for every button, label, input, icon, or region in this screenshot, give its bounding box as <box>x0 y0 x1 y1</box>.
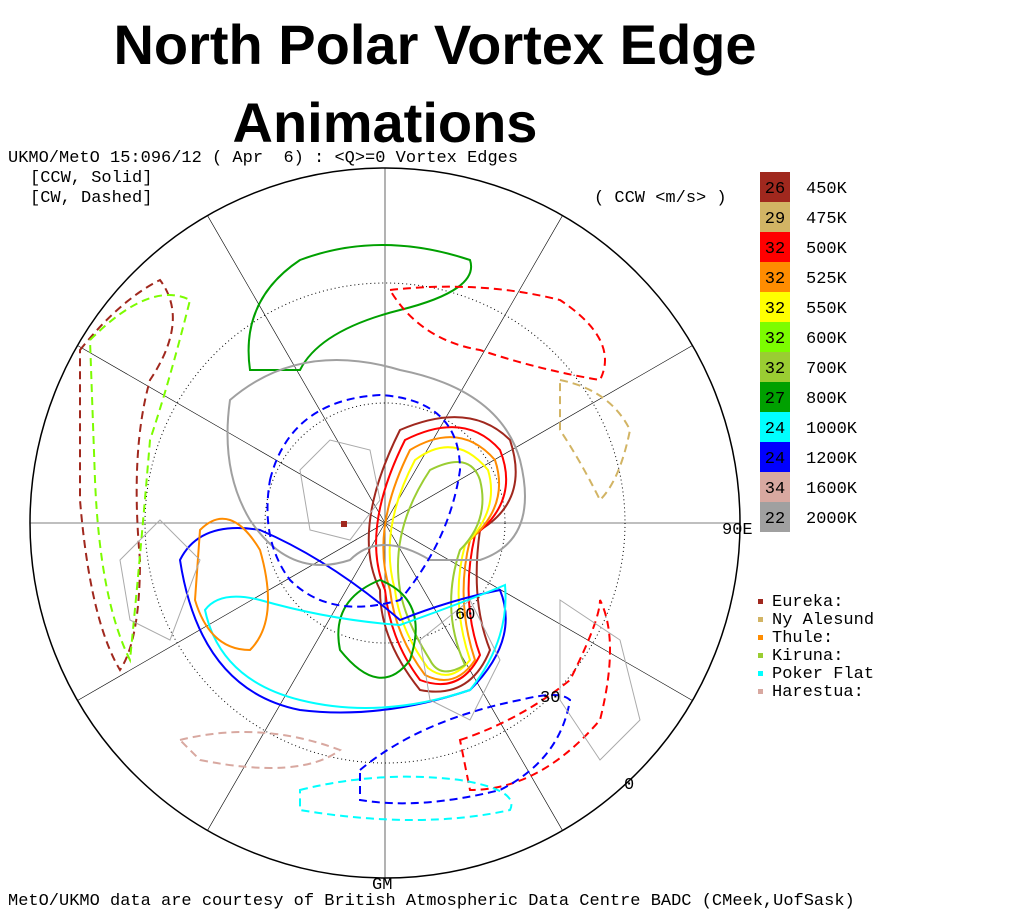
legend-level: 800K <box>806 390 848 409</box>
header-note: [CCW, Solid] <box>30 169 152 188</box>
station-name: Ny Alesund <box>772 611 874 630</box>
legend-speed: 34 <box>765 480 785 499</box>
station-swatch <box>758 599 763 604</box>
header-line: UKMO/MetO 15:096/12 ( Apr 6) : <Q>=0 Vor… <box>8 149 518 168</box>
legend-level: 475K <box>806 210 848 229</box>
coastlines <box>119 439 641 761</box>
lon-label: 90E <box>722 521 753 540</box>
legend-speed: 32 <box>765 330 785 349</box>
map-frame <box>29 167 741 879</box>
legend-speed: 26 <box>765 180 785 199</box>
legend-speed: 32 <box>765 270 785 289</box>
cw-vortex-edge <box>458 599 611 792</box>
legend-swatch <box>760 352 790 382</box>
legend-swatch <box>760 472 790 502</box>
title: North Polar Vortex Edge <box>113 13 756 76</box>
legend: 26 450K 29 475K 32 500K 32 525K 32 550K 32 600K 32 70… <box>760 172 858 532</box>
legend-level: 450K <box>806 180 848 199</box>
legend-speed: 32 <box>765 240 785 259</box>
cw-vortex-edge <box>359 694 572 805</box>
legend-swatch <box>760 202 790 232</box>
ccw-vortex-edge <box>193 517 269 652</box>
meridian <box>77 522 386 701</box>
ccw-vortex-edge <box>247 244 473 371</box>
station-swatch <box>758 635 763 640</box>
legend-swatch <box>760 292 790 322</box>
meridian <box>384 522 693 701</box>
station-name: Kiruna: <box>772 647 843 666</box>
legend-unit: ( CCW <m/s> ) <box>594 189 727 208</box>
station-swatch <box>758 653 763 658</box>
title: Animations <box>233 91 538 154</box>
legend-level: 1000K <box>806 420 858 439</box>
cw-vortex-edge <box>178 731 343 769</box>
legend-level: 500K <box>806 240 848 259</box>
ccw-vortex-edge <box>226 359 526 566</box>
meridian <box>207 522 386 831</box>
meridian <box>77 345 386 524</box>
legend-swatch <box>760 382 790 412</box>
legend-speed: 24 <box>765 420 785 439</box>
legend-speed: 29 <box>765 210 785 229</box>
cw-vortex-edge <box>266 393 462 608</box>
ccw-vortex-edge <box>397 461 484 673</box>
legend-level: 525K <box>806 270 848 289</box>
ccw-vortex-edge <box>367 416 517 693</box>
legend-level: 1600K <box>806 480 858 499</box>
legend-swatch <box>760 442 790 472</box>
legend-swatch <box>760 412 790 442</box>
legend-swatch <box>760 172 790 202</box>
footer: MetO/UKMO data are courtesy of British A… <box>8 892 855 911</box>
legend-level: 1200K <box>806 450 858 469</box>
header-note: [CW, Dashed] <box>30 189 152 208</box>
ccw-vortex-edge <box>388 446 492 676</box>
legend-swatch <box>760 232 790 262</box>
ccw-vortex-edge <box>203 583 507 709</box>
legend-speed: 22 <box>765 510 785 529</box>
cw-vortex-edge <box>388 285 606 382</box>
cw-vortex-edge <box>559 378 632 502</box>
legend-speed: 32 <box>765 360 785 379</box>
station-swatch <box>758 617 763 622</box>
legend-level: 600K <box>806 330 848 349</box>
station-name: Eureka: <box>772 593 843 612</box>
cw-vortex-edge <box>79 278 174 672</box>
station-name: Thule: <box>772 629 833 648</box>
legend-level: 700K <box>806 360 848 379</box>
vortex-contours <box>79 244 632 821</box>
legend-swatch <box>760 262 790 292</box>
station-marker <box>341 521 347 527</box>
lat-label: 0 <box>624 776 634 795</box>
station-swatch <box>758 671 763 676</box>
cw-vortex-edge <box>299 775 513 821</box>
meridian <box>384 215 563 524</box>
legend-level: 550K <box>806 300 848 319</box>
ccw-vortex-edge <box>337 578 417 679</box>
lat-label: 30 <box>540 689 560 708</box>
cw-vortex-edge <box>88 294 192 664</box>
legend-swatch <box>760 502 790 532</box>
station-name: Poker Flat <box>772 665 874 684</box>
legend-swatch <box>760 322 790 352</box>
ccw-vortex-edge <box>382 436 501 681</box>
meridian <box>384 345 693 524</box>
lon-label: GM <box>372 876 392 895</box>
lat-label: 60 <box>455 606 475 625</box>
station-name: Harestua: <box>772 683 864 702</box>
station-swatch <box>758 689 763 694</box>
legend-level: 2000K <box>806 510 858 529</box>
legend-speed: 24 <box>765 450 785 469</box>
legend-speed: 32 <box>765 300 785 319</box>
legend-speed: 27 <box>765 390 785 409</box>
